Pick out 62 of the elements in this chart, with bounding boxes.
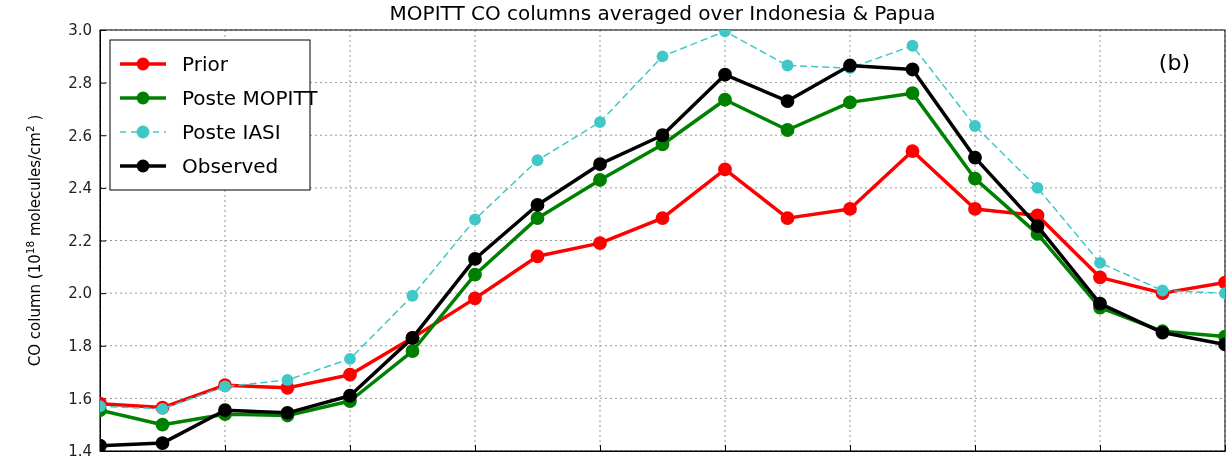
- point: [780, 123, 795, 137]
- point: [593, 236, 607, 251]
- chart-title: MOPITT CO columns averaged over Indonesia & Papua: [389, 1, 936, 25]
- y-tick-label: 1.4: [68, 442, 92, 460]
- point: [1093, 270, 1107, 285]
- point: [281, 374, 294, 386]
- point: [968, 202, 982, 216]
- point: [593, 173, 607, 187]
- point: [530, 198, 545, 212]
- point: [468, 252, 482, 266]
- y-tick-label: 2.2: [68, 231, 92, 250]
- point: [405, 344, 420, 358]
- point: [155, 436, 170, 450]
- point: [1031, 181, 1044, 194]
- point: [655, 128, 670, 143]
- y-tick-label: 2.0: [68, 284, 92, 303]
- point: [468, 291, 482, 306]
- point: [843, 58, 857, 73]
- point: [968, 171, 982, 186]
- point: [406, 289, 419, 302]
- point: [968, 150, 982, 165]
- point: [469, 213, 481, 226]
- point: [343, 388, 357, 403]
- y-tick-label: 2.8: [68, 73, 92, 92]
- point: [343, 367, 357, 382]
- point: [905, 86, 920, 101]
- y-tick-label: 3.0: [68, 21, 92, 40]
- point: [969, 120, 981, 132]
- point: [655, 211, 670, 226]
- point: [468, 267, 482, 282]
- point: [843, 202, 857, 216]
- point: [593, 157, 607, 172]
- y-tick-label: 1.6: [68, 389, 92, 408]
- point: [905, 144, 920, 158]
- point: [1094, 256, 1106, 269]
- legend-label: Poste MOPITT: [182, 86, 319, 110]
- y-tick-label: 2.6: [68, 126, 92, 145]
- annotation: (b): [1158, 50, 1190, 75]
- point: [906, 39, 919, 52]
- legend-label: Observed: [182, 154, 279, 178]
- point: [594, 116, 606, 128]
- point: [530, 211, 545, 226]
- point: [905, 62, 920, 77]
- point: [531, 154, 544, 167]
- point: [780, 211, 795, 226]
- point: [1030, 219, 1045, 233]
- point: [780, 94, 795, 108]
- y-tick-label: 2.4: [68, 179, 92, 198]
- legend-label: Poste IASI: [182, 120, 281, 144]
- point: [718, 162, 732, 177]
- point: [718, 67, 732, 82]
- point: [718, 92, 732, 107]
- point: [530, 249, 545, 264]
- point: [843, 95, 857, 110]
- point: [218, 403, 232, 418]
- legend-label: Prior: [182, 52, 229, 76]
- point: [344, 353, 356, 365]
- point: [155, 417, 170, 432]
- point: [656, 50, 669, 63]
- point: [781, 59, 794, 72]
- point: [1093, 296, 1107, 311]
- y-tick-label: 1.8: [68, 337, 92, 356]
